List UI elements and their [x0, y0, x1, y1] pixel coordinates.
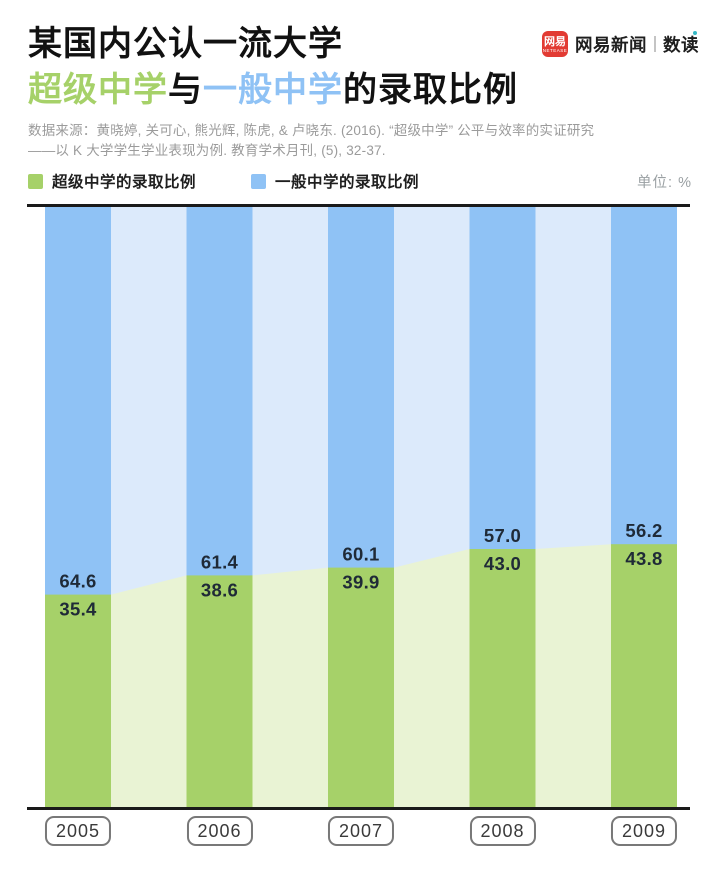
value-label-ordinary-2008: 57.0: [484, 525, 521, 546]
chart-legend: 超级中学的录取比例 一般中学的录取比例 单位: %: [28, 170, 692, 192]
chart-top-axis-line: [27, 204, 690, 207]
value-label-ordinary-2005: 64.6: [59, 571, 96, 592]
year-label-2008: 2008: [469, 816, 536, 846]
legend-swatch-green: [28, 173, 43, 189]
legend-label-ordinary-school: 一般中学的录取比例: [275, 174, 420, 191]
legend-item-ordinary-school: 一般中学的录取比例: [251, 170, 419, 192]
bar-super-2006: [186, 575, 253, 807]
page-title-line1: 某国内公认一流大学: [28, 25, 343, 63]
title-part-ratio: 的录取比例: [343, 71, 518, 109]
legend-swatch-blue: [251, 173, 267, 189]
logo-divider: [654, 36, 656, 52]
unit-label: 单位: %: [637, 174, 692, 191]
netease-badge-text: 网易: [544, 35, 566, 48]
data-source-note: 数据来源：黄晓婷, 关可心, 熊光辉, 陈虎, & 卢晓东. (2016). “…: [28, 121, 693, 161]
area-super-light: [252, 567, 328, 807]
year-label-2009: 2009: [610, 816, 678, 846]
x-axis-year-labels: 2005 2006 2007 2008 2009: [0, 816, 720, 846]
shudu-wordmark: 数读: [663, 30, 699, 57]
legend-label-super-school: 超级中学的录取比例: [52, 174, 197, 191]
title-part-and: 与: [168, 71, 203, 109]
netease-badge-icon: 网易 NETEASE: [542, 31, 568, 57]
area-super-light: [394, 549, 470, 807]
title-part-super-school: 超级中学: [28, 71, 168, 109]
value-label-ordinary-2009: 56.2: [625, 520, 662, 541]
shudu-text: 数读: [663, 34, 699, 55]
area-super-light: [111, 575, 187, 807]
value-label-super-2006: 38.6: [201, 579, 238, 600]
shudu-dot-icon: [693, 30, 697, 35]
area-super-light: [535, 544, 611, 807]
legend-item-super-school: 超级中学的录取比例: [28, 170, 196, 192]
year-label-2007: 2007: [327, 816, 395, 846]
value-label-super-2008: 43.0: [484, 553, 521, 574]
source-line2: ——以 K 大学学生学业表现为例. 教育学术月刊, (5), 32-37.: [28, 143, 386, 158]
value-label-super-2007: 39.9: [342, 572, 379, 593]
netease-logo: 网易 NETEASE 网易新闻 数读: [542, 30, 699, 57]
title-part-ordinary-school: 一般中学: [203, 71, 343, 109]
stacked-bar-area-plot: 64.6 35.4 61.4 38.6 60.1 39.9 57.0 43.0 56.2 43.8: [45, 207, 677, 807]
chart-bottom-axis-line: [27, 807, 690, 810]
netease-badge-subtext: NETEASE: [542, 47, 568, 53]
value-label-ordinary-2007: 60.1: [342, 544, 379, 565]
netease-news-wordmark: 网易新闻: [575, 34, 647, 55]
chart-area: 64.6 35.4 61.4 38.6 60.1 39.9 57.0 43.0 56.2 43.8: [27, 204, 690, 810]
page-title-line2: 超级中学与一般中学的录取比例: [28, 70, 518, 110]
source-line1: 数据来源：黄晓婷, 关可心, 熊光辉, 陈虎, & 卢晓东. (2016). “…: [28, 123, 595, 138]
value-label-ordinary-2006: 61.4: [201, 551, 239, 572]
value-label-super-2005: 35.4: [59, 599, 97, 620]
bar-super-2007: [328, 567, 394, 807]
bar-super-2005: [45, 594, 111, 807]
value-label-super-2009: 43.8: [625, 548, 662, 569]
year-label-2006: 2006: [186, 816, 253, 846]
bar-super-2008: [469, 549, 536, 807]
bar-super-2009: [611, 544, 677, 807]
year-label-2005: 2005: [44, 816, 112, 846]
